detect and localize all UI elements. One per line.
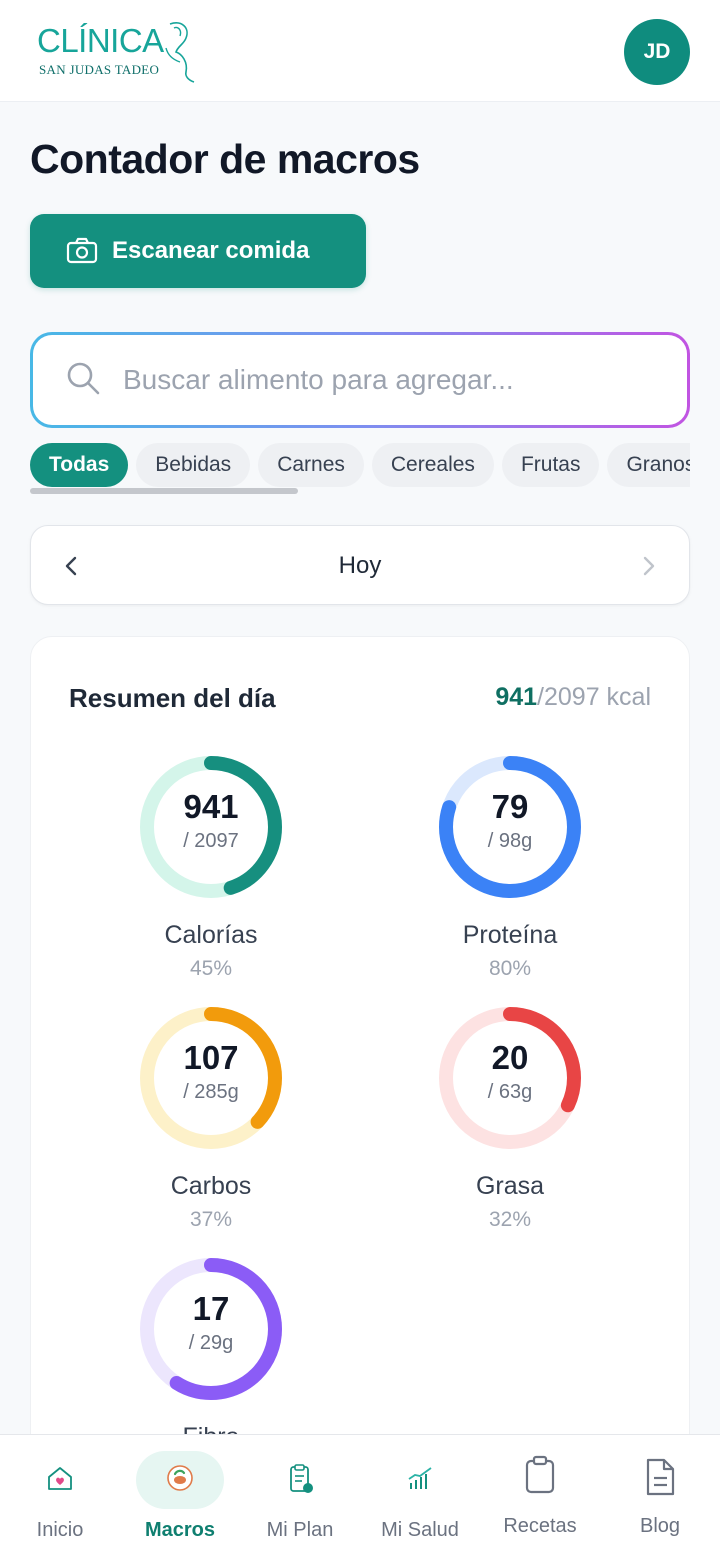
calories-percent: 45%: [189, 957, 233, 980]
nav-blog-label: Blog: [639, 1515, 681, 1537]
user-avatar[interactable]: JD: [624, 19, 690, 85]
kcal-consumed: 941: [495, 683, 538, 711]
nav-recetas-label: Recetas: [503, 1515, 577, 1537]
nav-recetas[interactable]: Recetas: [480, 1435, 600, 1558]
bottom-navigation: Inicio Macros Mi Plan Mi Salud Receta: [0, 1434, 720, 1558]
fat-ring: 20 / 63g: [435, 1003, 585, 1153]
logo-subtext: SAN JUDAS TADEO: [39, 62, 160, 77]
chip-cereales[interactable]: Cereales: [371, 443, 494, 487]
nav-mi-salud[interactable]: Mi Salud: [360, 1435, 480, 1558]
chip-carnes[interactable]: Carnes: [258, 443, 364, 487]
scan-food-button[interactable]: Escanear comida: [30, 214, 366, 288]
nav-mi-plan[interactable]: Mi Plan: [240, 1435, 360, 1558]
search-placeholder: Buscar alimento para agregar...: [123, 364, 514, 395]
fat-goal: / 63g: [487, 1081, 533, 1103]
camera-icon: [66, 237, 98, 265]
fiber-value: 17: [192, 1290, 230, 1327]
nav-inicio-label: Inicio: [36, 1519, 84, 1541]
nav-macros-label: Macros: [144, 1519, 216, 1541]
page-title: Contador de macros: [30, 136, 420, 182]
protein-percent: 80%: [488, 957, 532, 980]
carbs-ring: 107 / 285g: [136, 1003, 286, 1153]
calories-label: Calorías: [164, 921, 258, 949]
food-plate-icon: [120, 1463, 240, 1493]
search-input[interactable]: Buscar alimento para agregar...: [33, 335, 687, 425]
carbs-goal: / 285g: [183, 1081, 239, 1103]
chip-frutas[interactable]: Frutas: [501, 443, 600, 487]
nav-inicio[interactable]: Inicio: [0, 1435, 120, 1558]
protein-value: 79: [491, 788, 529, 825]
kcal-goal: /2097 kcal: [537, 683, 651, 711]
calories-value: 941: [183, 788, 239, 825]
protein-goal: / 98g: [487, 830, 533, 852]
nav-mi-salud-label: Mi Salud: [381, 1519, 459, 1541]
chips-scrollbar[interactable]: [30, 488, 298, 494]
chip-bebidas[interactable]: Bebidas: [136, 443, 251, 487]
search-box[interactable]: Buscar alimento para agregar...: [30, 332, 690, 428]
mother-figure-icon: [165, 22, 195, 83]
fat-percent: 32%: [488, 1208, 532, 1231]
protein-label: Proteína: [462, 921, 558, 949]
clinic-logo[interactable]: CLÍNICA SAN JUDAS TADEO: [30, 18, 205, 84]
logo-text: CLÍNICA: [37, 22, 164, 59]
health-chart-icon: [360, 1463, 480, 1493]
calories-goal: / 2097: [183, 830, 239, 852]
chevron-right-icon[interactable]: [641, 554, 657, 583]
nav-macros[interactable]: Macros: [120, 1435, 240, 1558]
nav-mi-plan-label: Mi Plan: [266, 1519, 334, 1541]
summary-kcal: 941/2097 kcal: [495, 683, 651, 712]
summary-title: Resumen del día: [69, 683, 276, 713]
chevron-left-icon[interactable]: [63, 554, 79, 583]
calories-ring: 941 / 2097: [136, 752, 286, 902]
carbs-percent: 37%: [189, 1208, 233, 1231]
carbs-value: 107: [183, 1039, 239, 1076]
chip-todas[interactable]: Todas: [30, 443, 129, 487]
fiber-goal: / 29g: [188, 1332, 234, 1354]
home-heart-icon: [0, 1463, 120, 1493]
fat-label: Grasa: [475, 1172, 545, 1200]
document-icon: [600, 1457, 720, 1497]
clipboard-icon: [480, 1455, 600, 1495]
fat-value: 20: [491, 1039, 529, 1076]
date-label: Hoy: [338, 552, 382, 579]
chip-granos[interactable]: Granos: [607, 443, 690, 487]
daily-summary-card: Resumen del día 941/2097 kcal 941 / 2097…: [30, 636, 690, 1496]
date-navigator: Hoy: [30, 525, 690, 605]
top-header: CLÍNICA SAN JUDAS TADEO JD: [0, 0, 720, 102]
clipboard-plan-icon: [240, 1463, 360, 1495]
fiber-ring: 17 / 29g: [136, 1254, 286, 1404]
category-chips: Todas Bebidas Carnes Cereales Frutas Granos: [30, 443, 690, 489]
scan-food-label: Escanear comida: [112, 237, 310, 264]
protein-ring: 79 / 98g: [435, 752, 585, 902]
search-icon: [65, 360, 101, 401]
carbs-label: Carbos: [170, 1172, 252, 1200]
nav-blog[interactable]: Blog: [600, 1435, 720, 1558]
